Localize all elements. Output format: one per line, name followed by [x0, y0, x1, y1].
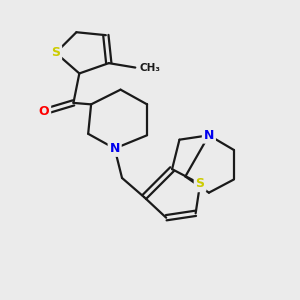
Text: CH₃: CH₃: [140, 63, 161, 73]
Text: N: N: [204, 129, 214, 142]
Text: N: N: [110, 142, 120, 155]
Text: O: O: [39, 105, 49, 118]
Text: S: S: [51, 46, 60, 59]
Text: S: S: [196, 177, 205, 190]
